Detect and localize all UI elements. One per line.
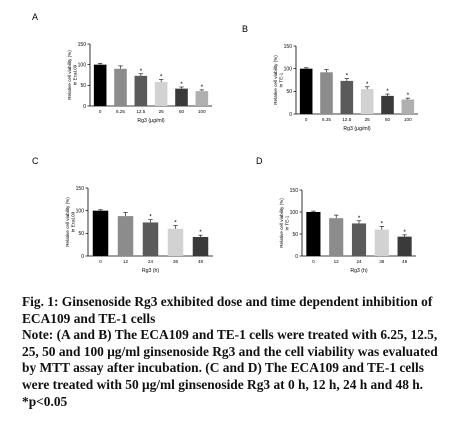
significance-mark: * <box>346 73 349 80</box>
bar <box>167 228 184 256</box>
significance-mark: * <box>149 214 152 221</box>
y-axis-label: Relative cell viability (%)in TE-1 <box>273 55 284 105</box>
x-tick-label: 6.25 <box>116 109 125 114</box>
y-tick-label: 0 <box>83 104 86 110</box>
panel-letter-b: B <box>242 24 249 34</box>
bar <box>306 212 321 256</box>
x-tick-label: 100 <box>404 117 412 122</box>
y-tick-label: 50 <box>78 231 84 237</box>
significance-mark: * <box>201 84 204 91</box>
x-tick-label: 12 <box>123 259 129 264</box>
caption-note: Note: (A and B) The ECA109 and TE-1 cell… <box>22 327 438 409</box>
bar <box>351 223 367 256</box>
bar <box>195 91 209 106</box>
panel-letter-a: A <box>32 12 39 22</box>
significance-mark: * <box>407 92 410 99</box>
x-tick-label: 100 <box>198 109 206 114</box>
bar <box>92 210 109 256</box>
x-tick-label: 25 <box>159 109 165 114</box>
bar <box>381 95 394 114</box>
y-tick-label: 100 <box>290 210 299 216</box>
significance-mark: * <box>403 229 406 236</box>
bar <box>374 229 389 256</box>
caption-title: Fig. 1: Ginsenoside Rg3 exhibited dose a… <box>22 294 433 326</box>
y-tick-label: 50 <box>80 83 86 89</box>
x-tick-label: 36 <box>173 259 179 264</box>
y-axis-label: Relative cell viability (%)in Eca109 <box>65 197 76 247</box>
bar <box>154 82 168 106</box>
bar <box>142 222 159 256</box>
bar <box>175 88 188 106</box>
significance-mark: * <box>386 88 389 95</box>
x-tick-label: 12.5 <box>342 117 351 122</box>
panel-letter-c: C <box>32 156 39 166</box>
bar <box>299 68 313 114</box>
x-tick-label: 0 <box>99 259 102 264</box>
bar <box>320 72 333 114</box>
x-tick-label: 36 <box>379 259 385 264</box>
y-tick-label: 100 <box>76 208 85 214</box>
y-tick-label: 0 <box>295 254 298 260</box>
bar <box>329 218 344 256</box>
y-tick-label: 150 <box>76 186 85 192</box>
significance-mark: * <box>199 229 202 236</box>
x-tick-label: 0 <box>99 109 102 114</box>
bar <box>114 68 127 106</box>
x-tick-label: 0 <box>305 117 308 122</box>
bar <box>93 64 107 106</box>
panel-letter-d: D <box>256 156 263 166</box>
x-axis-label: Rg3 (μg/ml) <box>137 118 164 124</box>
x-tick-label: 24 <box>356 259 362 264</box>
x-tick-label: 48 <box>402 259 408 264</box>
significance-mark: * <box>160 74 163 81</box>
bar <box>360 89 374 114</box>
bar <box>117 216 134 256</box>
y-tick-label: 0 <box>81 254 84 260</box>
x-tick-label: 50 <box>179 109 185 114</box>
figure-caption: Fig. 1: Ginsenoside Rg3 exhibited dose a… <box>22 294 452 410</box>
y-tick-label: 150 <box>78 42 87 48</box>
x-tick-label: 12 <box>334 259 340 264</box>
y-tick-label: 100 <box>284 66 293 72</box>
x-tick-label: 50 <box>385 117 391 122</box>
bar <box>397 236 412 256</box>
y-tick-label: 0 <box>289 112 292 118</box>
x-tick-label: 25 <box>365 117 371 122</box>
y-tick-label: 50 <box>286 89 292 95</box>
x-axis-label: Rg3 (h) <box>350 268 368 274</box>
x-tick-label: 24 <box>148 259 154 264</box>
bar <box>340 80 354 114</box>
significance-mark: * <box>358 215 361 222</box>
y-axis-label: Relative cell viability (%)in TE-1 <box>279 198 290 248</box>
bar <box>134 75 148 106</box>
significance-mark: * <box>180 81 183 88</box>
y-tick-label: 100 <box>78 62 87 68</box>
y-axis-label: Relative cell viability (%)in Eca109 <box>67 50 78 100</box>
y-tick-label: 150 <box>290 188 299 194</box>
x-tick-label: 12.5 <box>136 109 145 114</box>
x-tick-label: 48 <box>198 259 204 264</box>
significance-mark: * <box>174 220 177 227</box>
x-axis-label: Rg3 (μg/ml) <box>343 126 370 132</box>
y-tick-label: 50 <box>292 232 298 238</box>
x-tick-label: 6.25 <box>322 117 331 122</box>
y-tick-label: 150 <box>284 44 293 50</box>
x-tick-label: 0 <box>312 259 315 264</box>
significance-mark: * <box>366 81 369 88</box>
bar <box>192 236 209 256</box>
bar <box>401 99 415 114</box>
significance-mark: * <box>381 221 384 228</box>
x-axis-label: Rg3 (h) <box>142 268 160 274</box>
significance-mark: * <box>140 68 143 75</box>
